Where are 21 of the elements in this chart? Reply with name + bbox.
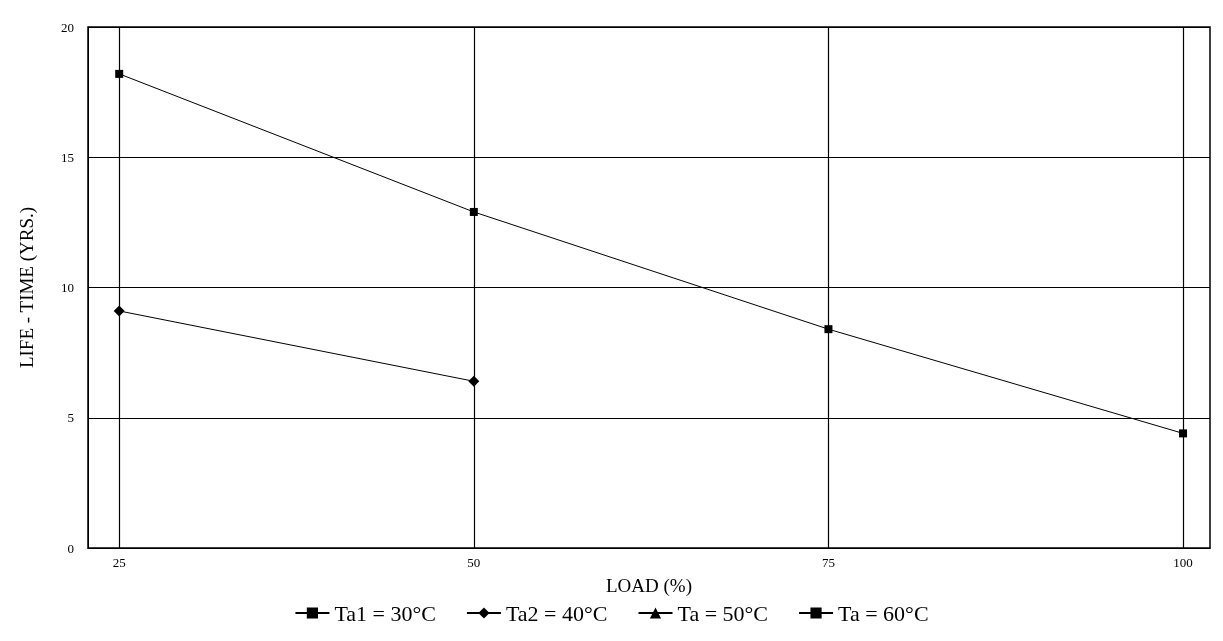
point: [824, 325, 833, 334]
y-tick-label: 5: [67, 410, 74, 426]
x-tick-label: 75: [821, 555, 835, 570]
y-tick-label: 10: [61, 280, 74, 295]
legend-label: Ta1 = 30°C: [334, 600, 436, 626]
y-axis-title: LIFE - TIME (YRS.): [16, 206, 38, 369]
point: [468, 375, 480, 387]
point: [113, 305, 125, 317]
y-tick-label: 15: [61, 149, 74, 165]
point: [1179, 429, 1188, 438]
y-tick-label: 0: [67, 540, 74, 556]
x-tick-label: 25: [112, 555, 126, 570]
legend-label: Ta = 50°C: [677, 600, 769, 626]
x-tick-label: 50: [467, 555, 481, 570]
point: [469, 207, 478, 216]
legend-label: Ta = 60°C: [838, 600, 929, 626]
legend-label: Ta2 = 40°C: [505, 600, 608, 626]
y-tick-label: 20: [61, 19, 74, 35]
point: [115, 69, 124, 78]
x-axis-title: LOAD (%): [605, 575, 693, 597]
x-tick-label: 100: [1173, 555, 1193, 570]
